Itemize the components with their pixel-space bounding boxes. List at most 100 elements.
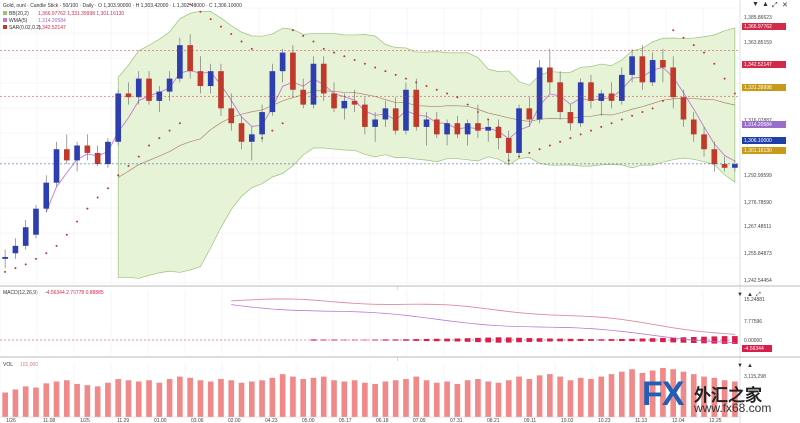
macd-bar bbox=[618, 338, 625, 342]
macd-badge bbox=[742, 345, 772, 352]
macd-bar bbox=[382, 339, 389, 341]
sar-dot bbox=[610, 122, 613, 125]
panel-resize-handle[interactable]: ⁞ bbox=[397, 286, 398, 292]
candle-bear bbox=[187, 45, 193, 72]
sar-dot bbox=[117, 174, 120, 177]
candle-bear bbox=[454, 123, 461, 135]
price-tick-label: 1,363.85159 bbox=[744, 40, 772, 46]
candle-bull bbox=[732, 164, 738, 168]
macd-bar bbox=[711, 336, 718, 344]
x-tick-label: 01.00 bbox=[154, 418, 167, 423]
volume-bar bbox=[238, 382, 245, 417]
arrow-up-icon[interactable]: ▲ bbox=[747, 292, 753, 298]
wma-swatch bbox=[3, 18, 7, 22]
sar-dot bbox=[651, 107, 654, 110]
macd-bar bbox=[516, 337, 522, 343]
sar-swatch bbox=[3, 25, 7, 29]
candle-bear bbox=[495, 126, 502, 139]
arrow-up-icon[interactable]: ▲ bbox=[747, 363, 753, 369]
price-badge bbox=[742, 147, 786, 154]
macd-bar bbox=[588, 339, 594, 341]
candle-bear bbox=[331, 93, 337, 109]
candle-bear bbox=[526, 108, 533, 120]
candle-bull bbox=[135, 78, 142, 98]
macd-bar bbox=[464, 338, 471, 342]
close-icon[interactable]: ✕ bbox=[782, 2, 788, 9]
vol-panel-toolbar[interactable]: ▼ ▲ bbox=[737, 363, 753, 369]
candle-bull bbox=[22, 227, 29, 246]
sar-dot bbox=[230, 33, 233, 36]
candle-bear bbox=[505, 138, 512, 153]
arrow-up-icon[interactable]: ▲ bbox=[762, 1, 769, 8]
sar-dot bbox=[733, 92, 736, 95]
volume-bar bbox=[505, 380, 512, 417]
candle-bull bbox=[382, 108, 389, 120]
candle-bear bbox=[146, 78, 152, 101]
x-tick-label: 03.06 bbox=[191, 418, 204, 423]
candle-bull bbox=[156, 91, 163, 101]
macd-bar bbox=[485, 337, 492, 343]
sar-dot bbox=[466, 103, 469, 106]
volume-bar bbox=[310, 377, 317, 417]
macd-panel: MACD(12,26,9) -4.56344 2.76778 0.88885 1… bbox=[0, 290, 772, 354]
expand-icon[interactable]: ⤢ bbox=[756, 291, 761, 298]
sar-dot bbox=[199, 10, 202, 13]
vol-tick-label: 3,115,298 bbox=[744, 374, 766, 380]
volume-bar bbox=[382, 381, 389, 417]
arrow-down-icon[interactable]: ▼ bbox=[752, 1, 759, 8]
volume-bar bbox=[639, 372, 646, 417]
arrow-down-icon[interactable]: ▼ bbox=[737, 292, 743, 298]
x-tick-label: 10.23 bbox=[598, 418, 611, 423]
fx-logo-text: FX bbox=[642, 375, 684, 413]
candle-bear bbox=[63, 149, 70, 161]
panel-resize-handle-2[interactable]: ⁞ bbox=[397, 357, 398, 363]
sar-dot bbox=[127, 164, 130, 167]
macd-line bbox=[231, 304, 735, 343]
volume-bar bbox=[680, 371, 687, 417]
candle-bull bbox=[403, 89, 409, 131]
arrow-down-icon[interactable]: ▼ bbox=[737, 363, 743, 369]
vol-label: VOL bbox=[3, 362, 13, 368]
bb-label: BB(20,2) bbox=[9, 11, 29, 17]
sar-dot bbox=[209, 18, 212, 21]
sar-dot bbox=[312, 40, 315, 43]
sar-dot bbox=[65, 233, 68, 236]
volume-bar bbox=[125, 380, 132, 417]
volume-bar bbox=[53, 381, 60, 417]
volume-bar bbox=[63, 380, 70, 417]
volume-bar bbox=[516, 376, 522, 417]
volume-bar bbox=[320, 376, 327, 417]
candle-bear bbox=[290, 52, 296, 90]
sar-dot bbox=[158, 137, 161, 140]
candle-bear bbox=[218, 71, 224, 109]
macd-bar bbox=[372, 339, 378, 341]
x-tick-label: 07.31 bbox=[450, 418, 463, 423]
candle-bear bbox=[670, 67, 677, 98]
volume-bar bbox=[105, 382, 111, 417]
sar-dot bbox=[240, 40, 243, 43]
main-panel-toolbar[interactable]: ▼ ▲ ⤢ ✕ bbox=[752, 1, 788, 9]
volume-bar bbox=[495, 382, 502, 417]
macd-bar bbox=[362, 339, 368, 341]
volume-bar bbox=[454, 383, 461, 417]
candle-bull bbox=[259, 112, 265, 135]
sar-dot bbox=[363, 62, 366, 65]
macd-bar bbox=[526, 338, 533, 342]
expand-icon[interactable]: ⤢ bbox=[772, 2, 778, 9]
macd-bar bbox=[557, 338, 563, 342]
volume-bar bbox=[588, 379, 594, 417]
macd-panel-toolbar[interactable]: ▼ ▲ ⤢ bbox=[737, 291, 761, 298]
sar-dot bbox=[600, 125, 603, 128]
wma-value: 1,314.20584 bbox=[38, 18, 66, 24]
macd-bar bbox=[433, 338, 440, 342]
candle-bear bbox=[228, 108, 235, 124]
candlestick-series[interactable] bbox=[2, 34, 738, 269]
macd-axis: 15.24881 7.77596 0.00000 -4.56344 bbox=[742, 297, 772, 352]
price-badge-label: 1,342.52147 bbox=[744, 62, 772, 68]
candle-bear bbox=[680, 97, 687, 120]
vol-value: 101,000 bbox=[20, 362, 38, 368]
volume-bar bbox=[12, 389, 19, 417]
x-tick-label: 11.08 bbox=[43, 418, 55, 423]
sar-dot bbox=[291, 29, 294, 32]
